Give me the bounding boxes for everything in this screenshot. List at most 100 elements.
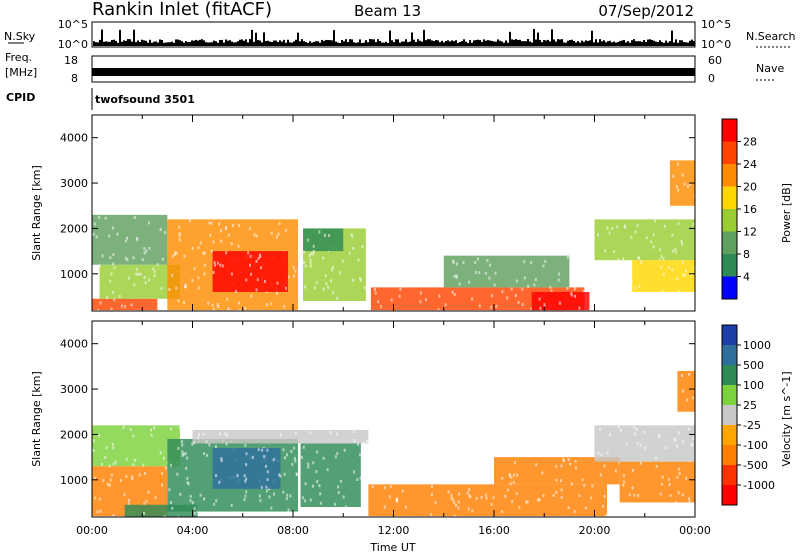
heatmap-gap [616,225,619,229]
noise-bar [537,32,539,46]
heatmap-gap [455,274,458,278]
heatmap-gap [309,431,312,435]
colorbar-segment [722,445,737,466]
heatmap-gap [527,284,530,288]
noise-bar [651,39,653,46]
heatmap-gap [293,446,296,450]
heatmap-gap [225,251,228,255]
noise-bar [361,42,363,46]
heatmap-gap [306,238,309,242]
heatmap-region [677,370,695,412]
noise-bar [595,39,597,46]
heatmap-gap [348,251,351,255]
heatmap-gap [622,474,625,478]
heatmap-gap [282,448,285,452]
noise-bar [615,42,617,46]
heatmap-gap [179,492,182,496]
freq-trace [92,68,695,76]
heatmap-gap [631,468,634,472]
heatmap-gap [219,263,222,267]
noise-bar [101,29,103,46]
noise-bar [493,41,495,46]
heatmap-gap [652,245,655,249]
heatmap-gap [489,263,492,267]
heatmap-gap [210,249,213,253]
colorbar-tick-label: -1000 [743,479,775,492]
heatmap-gap [125,475,128,479]
heatmap-gap [468,494,471,498]
heatmap-gap [114,460,117,464]
noise-bar [131,41,133,46]
heatmap-gap [655,456,658,460]
heatmap-gap [104,216,107,220]
heatmap-gap [471,509,474,513]
heatmap-gap [186,456,189,460]
noise-bar [657,42,659,46]
heatmap-gap [181,453,184,457]
heatmap-gap [227,233,230,237]
colorbar-tick-label: -100 [743,439,768,452]
noise-bar [567,40,569,46]
noise-bar [99,39,101,46]
heatmap-gap [130,475,133,479]
heatmap-gap [93,439,96,443]
heatmap-gap [390,298,393,302]
x-tick-label: 00:00 [679,524,711,537]
heatmap-gap [309,258,312,262]
heatmap-gap [104,456,107,460]
cpid-label: CPID [6,91,35,104]
power-panel: 1000 2000 3000 4000 Slant Range [km] 4 8 12 16… [30,114,793,314]
noise-bar [557,39,559,46]
heatmap-gap [218,222,221,226]
heatmap-gap [178,425,181,429]
heatmap-gap [304,264,307,268]
noise-bar [377,39,379,46]
noise-bar [607,41,609,46]
heatmap-gap [309,498,312,502]
heatmap-gap [361,245,364,249]
heatmap-gap [535,463,538,467]
noise-bar [453,41,455,46]
heatmap-gap [352,429,355,433]
noise-bar [307,42,309,46]
noise-bar [335,41,337,46]
heatmap-gap [266,470,269,474]
heatmap-gap [183,254,186,258]
heatmap-gap [653,219,656,223]
noise-bar [237,41,239,46]
noise-bar [229,40,231,46]
heatmap-gap [276,281,279,285]
heatmap-gap [211,303,214,307]
noise-bar [281,41,283,46]
heatmap-gap [319,492,322,496]
heatmap-gap [614,469,617,473]
heatmap-gap [359,476,362,480]
noise-bar [423,29,425,46]
heatmap-gap [245,278,248,282]
noise-bar [341,39,343,46]
heatmap-gap [147,490,150,494]
noise-bar [303,41,305,46]
heatmap-gap [290,449,293,453]
noise-bar [483,39,485,46]
heatmap-gap [419,300,422,304]
noise-bar [539,39,541,46]
noise-bar [259,40,261,46]
heatmap-gap [284,228,287,232]
heatmap-gap [374,291,377,295]
noise-bar [133,29,135,46]
heatmap-gap [216,261,219,265]
noise-bar [485,40,487,46]
heatmap-gap [352,278,355,282]
heatmap-gap [681,173,684,177]
noise-bar [659,40,661,46]
colorbar-tick-label: 16 [743,203,757,216]
heatmap-gap [153,270,156,274]
colorbar-segment [722,164,737,187]
colorbar-frame [721,324,738,506]
heatmap-gap [633,426,636,430]
noise-bar [111,40,113,46]
heatmap-gap [110,307,113,311]
heatmap-gap [693,265,696,269]
heatmap-gap [339,271,342,275]
